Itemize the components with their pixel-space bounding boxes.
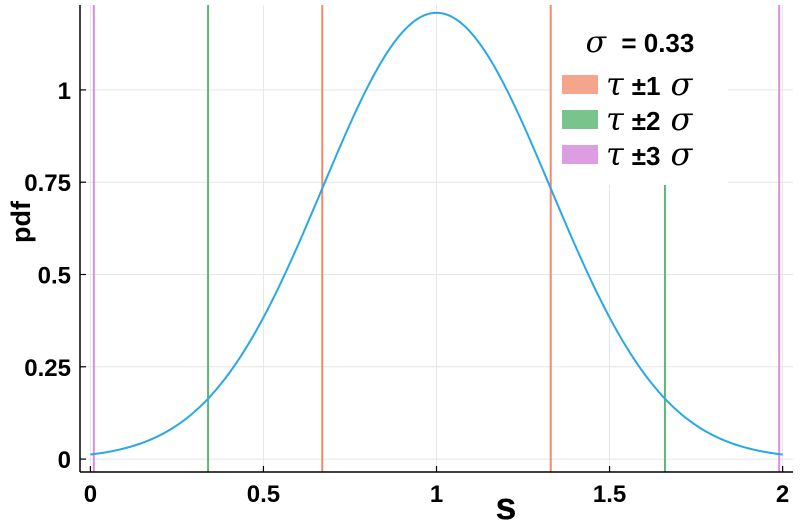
pdf-curve	[90, 11, 783, 456]
legend-header: σ = 0.33	[586, 25, 695, 60]
legend: σ = 0.33 τ ±1 στ ±2 στ ±3 σ	[553, 5, 728, 185]
legend-entry-suffix: σ	[670, 65, 693, 103]
legend-entry-text: ±1	[632, 71, 661, 101]
y-tick-label: 0.75	[24, 170, 71, 197]
y-tick-label: 0.5	[38, 262, 71, 289]
legend-entry-suffix: σ	[670, 100, 693, 138]
legend-swatch	[562, 75, 598, 94]
legend-entry-symbol: τ	[606, 65, 625, 103]
x-tick-label: 2	[776, 481, 789, 508]
legend-swatch	[562, 145, 598, 164]
x-ticks: 0 0.5 1 1.5 2	[84, 466, 789, 508]
legend-header-symbol: σ	[586, 25, 608, 60]
y-ticks: 0 0.25 0.5 0.75 1	[24, 78, 86, 474]
legend-entry-label: τ ±3 σ	[606, 135, 693, 173]
legend-entry-text: ±2	[632, 106, 661, 136]
y-axis-label: pdf	[6, 200, 36, 243]
legend-entry-symbol: τ	[606, 135, 625, 173]
x-axis-label: s	[495, 486, 516, 525]
legend-entries: τ ±1 στ ±2 στ ±3 σ	[562, 65, 693, 173]
y-tick-label: 1	[58, 78, 71, 105]
y-tick-label: 0	[58, 447, 71, 474]
x-tick-label: 1	[430, 481, 443, 508]
y-tick-label: 0.25	[24, 355, 71, 382]
legend-entry-suffix: σ	[670, 135, 693, 173]
legend-entry-label: τ ±2 σ	[606, 100, 693, 138]
x-tick-label: 0	[84, 481, 97, 508]
legend-entry-text: ±3	[632, 141, 661, 171]
legend-entry-label: τ ±1 σ	[606, 65, 693, 103]
x-tick-label: 1.5	[593, 481, 626, 508]
legend-header-value: = 0.33	[621, 28, 694, 58]
x-tick-label: 0.5	[247, 481, 280, 508]
legend-swatch	[562, 110, 598, 129]
legend-entry-symbol: τ	[606, 100, 625, 138]
